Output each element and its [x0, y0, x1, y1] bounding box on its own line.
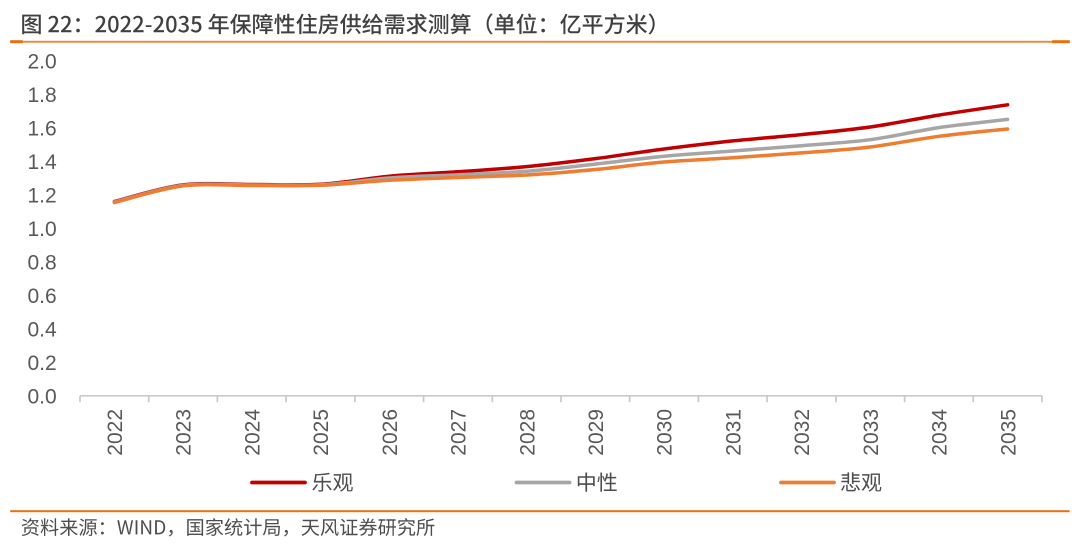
- svg-text:2028: 2028: [516, 409, 539, 456]
- svg-text:2024: 2024: [241, 409, 264, 456]
- svg-text:0.2: 0.2: [27, 352, 56, 375]
- svg-text:2029: 2029: [585, 409, 608, 456]
- svg-text:2033: 2033: [860, 409, 883, 456]
- svg-text:2026: 2026: [379, 409, 402, 456]
- svg-text:0.0: 0.0: [27, 385, 56, 408]
- svg-text:2027: 2027: [448, 409, 471, 456]
- svg-text:2.0: 2.0: [27, 51, 56, 74]
- svg-text:1.6: 1.6: [27, 118, 56, 141]
- svg-text:0.4: 0.4: [27, 318, 57, 341]
- svg-text:2034: 2034: [929, 409, 952, 456]
- svg-text:0.8: 0.8: [27, 251, 56, 274]
- svg-text:2031: 2031: [722, 409, 745, 456]
- svg-text:2023: 2023: [173, 409, 196, 456]
- svg-text:2032: 2032: [791, 409, 814, 456]
- svg-text:1.4: 1.4: [27, 151, 57, 174]
- svg-text:1.2: 1.2: [27, 184, 56, 207]
- svg-text:2025: 2025: [310, 409, 333, 456]
- svg-text:2022: 2022: [104, 409, 127, 456]
- svg-text:2035: 2035: [997, 409, 1020, 456]
- svg-text:2030: 2030: [654, 409, 677, 456]
- svg-text:0.6: 0.6: [27, 285, 56, 308]
- svg-text:1.0: 1.0: [27, 218, 56, 241]
- svg-text:1.8: 1.8: [27, 84, 56, 107]
